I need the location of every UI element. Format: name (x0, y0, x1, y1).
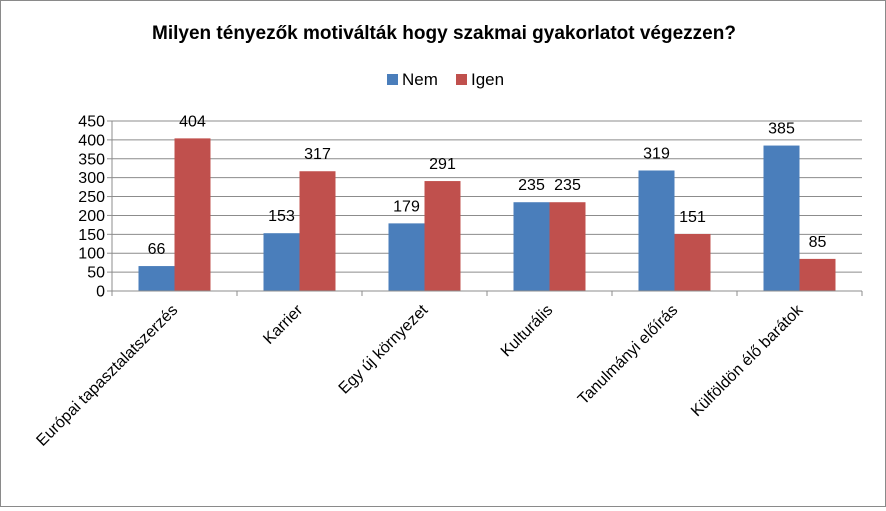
gridlines (112, 120, 862, 273)
data-label-igen: 235 (554, 177, 581, 194)
x-category-label: Kulturális (498, 302, 557, 361)
bar-nem (763, 145, 800, 291)
bar-nem (388, 223, 425, 291)
data-label-igen: 151 (679, 209, 706, 226)
bar-igen (299, 171, 336, 291)
bar-igen (674, 233, 711, 291)
bar-nem (513, 202, 550, 291)
legend-swatch-nem (387, 74, 398, 85)
y-tick-label: 400 (78, 132, 105, 149)
bar-nem (638, 170, 675, 291)
data-label-nem: 385 (768, 121, 795, 138)
bar-igen (424, 181, 461, 291)
x-category-label: Európai tapasztalatszerzés (33, 302, 181, 450)
bar-igen (174, 138, 211, 291)
y-tick-label: 350 (78, 151, 105, 168)
data-label-nem: 235 (518, 177, 545, 194)
legend: Nem Igen (387, 70, 504, 89)
y-tick-label: 200 (78, 208, 105, 225)
legend-swatch-igen (456, 74, 467, 85)
y-tick-label: 300 (78, 170, 105, 187)
bar-igen (799, 258, 836, 291)
bar-nem (263, 233, 300, 291)
bars (138, 138, 836, 291)
data-label-nem: 66 (148, 241, 166, 258)
y-tick-label: 100 (78, 246, 105, 263)
data-label-nem: 153 (268, 208, 295, 225)
y-tick-label: 0 (96, 284, 105, 301)
bar-igen (549, 202, 586, 291)
bar-nem (138, 266, 175, 291)
data-label-igen: 85 (809, 234, 827, 251)
data-label-igen: 291 (429, 156, 456, 173)
data-label-igen: 317 (304, 146, 331, 163)
y-tick-label: 150 (78, 227, 105, 244)
data-labels: 66 404 153 317 179 291 235 235 319 151 385 85 (148, 113, 827, 258)
x-category-label: Külföldön élő barátok (688, 301, 807, 420)
data-label-igen: 404 (179, 113, 206, 130)
data-label-nem: 319 (643, 145, 670, 162)
x-category-label: Egy új környezet (336, 301, 432, 397)
x-category-label: Karrier (260, 301, 306, 347)
y-tick-label: 50 (87, 265, 105, 282)
y-tick-label: 250 (78, 189, 105, 206)
x-axis: Európai tapasztalatszerzés Karrier Egy új … (33, 290, 863, 450)
y-tick-label: 450 (78, 114, 105, 131)
x-category-label: Tanulmányi előírás (575, 302, 681, 408)
legend-label-nem: Nem (402, 70, 438, 89)
legend-label-igen: Igen (471, 70, 504, 89)
chart-title: Milyen tényezők motiválták hogy szakmai … (152, 23, 736, 44)
data-label-nem: 179 (393, 198, 420, 215)
